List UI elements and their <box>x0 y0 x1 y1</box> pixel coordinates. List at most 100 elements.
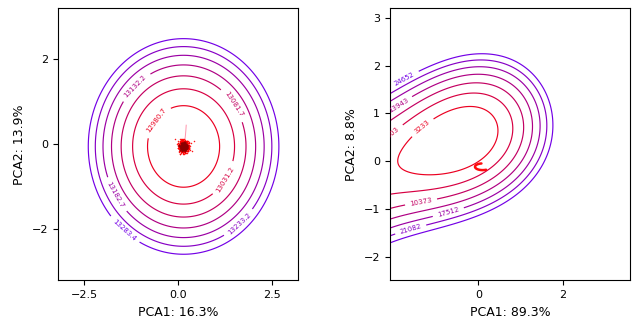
Point <box>182 144 192 149</box>
Point <box>179 146 189 152</box>
Point <box>180 144 190 149</box>
Point <box>180 147 191 152</box>
Point <box>181 144 191 150</box>
Point <box>182 144 192 149</box>
Point <box>179 151 189 156</box>
Point <box>179 146 189 151</box>
Point <box>177 146 188 151</box>
Point <box>177 141 188 147</box>
Point <box>179 145 189 151</box>
Point <box>179 142 189 147</box>
Point <box>179 146 189 151</box>
Point <box>179 149 189 154</box>
Point <box>178 141 188 146</box>
Point <box>176 145 186 150</box>
Point <box>179 142 189 148</box>
Point <box>178 142 188 148</box>
Point <box>180 146 191 152</box>
Point <box>179 145 189 151</box>
Point <box>177 146 187 152</box>
Point <box>178 142 188 147</box>
Point <box>176 138 186 144</box>
Point <box>177 143 188 149</box>
Point <box>176 146 186 151</box>
Point <box>176 146 186 151</box>
Point <box>178 142 188 148</box>
Point <box>177 144 187 149</box>
Text: 13283.4: 13283.4 <box>111 218 137 242</box>
Point <box>175 144 186 150</box>
Point <box>177 145 188 151</box>
Point <box>182 146 193 151</box>
Point <box>180 146 191 151</box>
Point <box>175 146 186 151</box>
Point <box>179 145 189 150</box>
Point <box>178 136 188 142</box>
Point <box>180 142 190 148</box>
Point <box>176 143 186 148</box>
Point <box>179 144 189 149</box>
Point <box>181 144 191 150</box>
Point <box>177 141 188 147</box>
Point <box>179 140 189 145</box>
Point <box>177 146 187 152</box>
Point <box>180 145 190 150</box>
Point <box>179 145 189 150</box>
Point <box>175 143 186 148</box>
Point <box>178 141 188 147</box>
Point <box>182 146 192 151</box>
Point <box>175 147 186 152</box>
Point <box>178 144 188 149</box>
X-axis label: PCA1: 89.3%: PCA1: 89.3% <box>470 306 550 319</box>
Point <box>175 147 186 153</box>
Point <box>180 144 190 149</box>
Point <box>179 144 189 149</box>
Point <box>177 149 187 154</box>
Point <box>175 144 186 150</box>
Point <box>177 141 187 146</box>
Point <box>175 142 185 147</box>
Point <box>182 150 193 155</box>
Point <box>179 144 189 149</box>
Point <box>179 144 189 149</box>
Point <box>184 145 195 151</box>
Point <box>180 146 190 152</box>
Point <box>177 145 188 150</box>
Point <box>178 143 188 148</box>
Point <box>177 146 187 151</box>
Point <box>177 144 187 149</box>
Point <box>180 150 190 155</box>
Point <box>179 145 189 150</box>
Point <box>179 142 189 148</box>
Point <box>177 143 187 148</box>
Point <box>182 149 193 154</box>
Point <box>176 146 186 151</box>
Point <box>177 143 188 148</box>
Point <box>180 143 190 148</box>
Text: 13233.2: 13233.2 <box>227 212 252 236</box>
Point <box>175 143 186 148</box>
Point <box>179 146 189 152</box>
Point <box>179 143 189 149</box>
Point <box>179 143 189 149</box>
Point <box>179 143 189 148</box>
Point <box>174 144 184 150</box>
Point <box>175 142 185 148</box>
Point <box>179 141 189 146</box>
Point <box>182 141 192 146</box>
Point <box>177 143 188 149</box>
Point <box>182 149 193 154</box>
Point <box>180 143 191 148</box>
Point <box>177 146 188 151</box>
Point <box>180 145 190 151</box>
Point <box>177 142 188 147</box>
Point <box>178 145 188 151</box>
Point <box>179 141 189 147</box>
Point <box>175 142 185 147</box>
Point <box>176 148 186 153</box>
Point <box>179 144 189 149</box>
Point <box>181 145 191 150</box>
Point <box>178 141 188 146</box>
Point <box>180 144 191 149</box>
Point <box>184 144 195 149</box>
